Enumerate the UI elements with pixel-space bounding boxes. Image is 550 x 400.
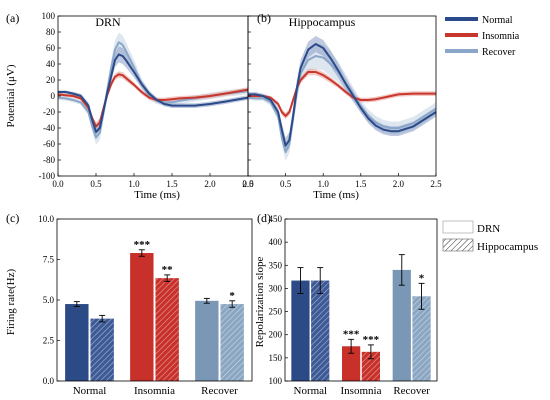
bar-recover-drn: [392, 269, 411, 381]
y-tick-label: -20: [43, 107, 55, 117]
panel-frame: [284, 218, 438, 382]
bar-recover-drn: [195, 300, 219, 381]
legend-recover-label: Recover: [482, 47, 516, 58]
y-tick-label: 150: [269, 353, 283, 363]
significance-marker: ***: [363, 334, 380, 346]
y-tick-label: -100: [39, 171, 56, 181]
legend-normal-label: Normal: [482, 15, 513, 26]
panel-a-label: (a): [6, 11, 19, 25]
category-label: Recover: [393, 385, 430, 397]
panel-a-recover-band: [58, 32, 248, 145]
bar-insomnia-hippocampus-hatch: [155, 278, 179, 381]
legend-region: DRN Hippocampus: [442, 220, 538, 253]
bar-recover-hippocampus-hatch: [412, 296, 431, 381]
y-tick-label: 2.5: [43, 336, 55, 346]
y-tick-label: -60: [43, 139, 55, 149]
legend-drn-swatch: [442, 220, 474, 234]
panel-c-label: (c): [6, 211, 19, 225]
x-tick-label: 2.5: [430, 179, 442, 189]
panel-a-drn-waveform: (a) DRN Potential (μV) Time (ms) 0.0 0.5 1…: [5, 11, 254, 201]
y-tick-label: 10.0: [38, 214, 54, 224]
x-tick-label: 0.0: [242, 179, 254, 189]
legend-drn-label: DRN: [477, 223, 500, 235]
x-tick-label: 1.5: [355, 179, 367, 189]
category-label: Normal: [73, 385, 107, 397]
category-label: Normal: [294, 385, 328, 397]
bar-recover-hippocampus-hatch: [220, 304, 244, 381]
panel-b-normal-line: [248, 43, 437, 147]
y-tick-label: 250: [269, 307, 283, 317]
panel-d-repolarization-slope: (d) Repolarization slope Normal *** *** Ins…: [254, 211, 438, 397]
x-tick-label: 2.0: [393, 179, 405, 189]
x-tick-label: 0.5: [90, 179, 102, 189]
panel-d-ylabel: Repolarization slope: [254, 257, 266, 348]
bar-normal-drn: [65, 304, 89, 381]
y-tick-label: 0.0: [43, 376, 55, 386]
y-tick-label: 80: [46, 27, 56, 37]
legend-hippocampus-swatch: [442, 238, 474, 252]
panel-b-title: Hippocampus: [289, 15, 356, 29]
y-tick-label: 40: [46, 59, 56, 69]
y-tick-label: 100: [269, 376, 283, 386]
panel-a-normal-line: [58, 53, 249, 133]
panel-b-hippocampus-waveform: (b) Hippocampus Time (ms) 0.0 0.5 1.0 1.5 2.…: [242, 11, 442, 201]
y-tick-label: 400: [269, 237, 283, 247]
x-tick-label: 2.5: [242, 179, 254, 189]
panel-a-insomnia-band: [58, 71, 248, 131]
y-tick-label: 450: [269, 214, 283, 224]
significance-marker: **: [162, 264, 174, 276]
bar-normal-hippocampus-hatch: [90, 318, 114, 381]
bar-insomnia-hippocampus-hatch: [361, 351, 380, 381]
y-tick-label: 200: [269, 330, 283, 340]
y-tick-label: 20: [46, 75, 56, 85]
category-label: Recover: [201, 385, 238, 397]
bar-insomnia-drn: [130, 253, 154, 381]
legend-insomnia-label: Insomnia: [482, 31, 520, 42]
panel-c-firing-rate: (c) Firing rate(Hz) Normal*****Insomnia*…: [5, 211, 253, 397]
bar-normal-hippocampus-hatch: [311, 280, 330, 381]
y-tick-label: 60: [46, 43, 56, 53]
significance-marker: *: [419, 272, 425, 284]
bar-normal-drn: [291, 280, 310, 381]
significance-marker: ***: [343, 328, 360, 340]
x-tick-label: 0.5: [280, 179, 292, 189]
y-tick-label: 5.0: [43, 295, 55, 305]
y-tick-label: 100: [42, 11, 56, 21]
category-label: Insomnia: [134, 385, 175, 397]
category-label: Insomnia: [341, 385, 382, 397]
x-tick-label: 1.0: [128, 179, 140, 189]
legend-hippocampus-label: Hippocampus: [477, 241, 538, 253]
panel-a-title: DRN: [95, 15, 121, 29]
panel-a-xlabel: Time (ms): [134, 189, 180, 201]
significance-marker: ***: [134, 239, 151, 251]
y-tick-label: 350: [269, 260, 283, 270]
significance-marker: *: [229, 290, 235, 302]
x-tick-label: 2.0: [204, 179, 216, 189]
panel-c-ylabel: Firing rate(Hz): [5, 269, 17, 336]
y-tick-label: -80: [43, 155, 55, 165]
y-tick-label: 7.5: [43, 255, 55, 265]
y-tick-label: 0: [51, 91, 56, 101]
x-tick-label: 1.0: [318, 179, 330, 189]
x-tick-label: 0.0: [52, 179, 64, 189]
panel-d-label: (d): [257, 211, 271, 225]
x-tick-label: 1.5: [166, 179, 178, 189]
y-tick-label: 300: [269, 283, 283, 293]
y-tick-label: -40: [43, 123, 55, 133]
panel-b-label: (b): [257, 11, 271, 25]
panel-b-insomnia-line: [248, 71, 436, 117]
panel-a-ylabel: Potential (μV): [5, 64, 17, 127]
legend-waveform: Normal Insomnia Recover: [445, 15, 520, 58]
panel-b-xlabel: Time (ms): [313, 189, 359, 201]
panel-a-recover-line: [57, 41, 249, 139]
bar-insomnia-drn: [342, 346, 361, 381]
